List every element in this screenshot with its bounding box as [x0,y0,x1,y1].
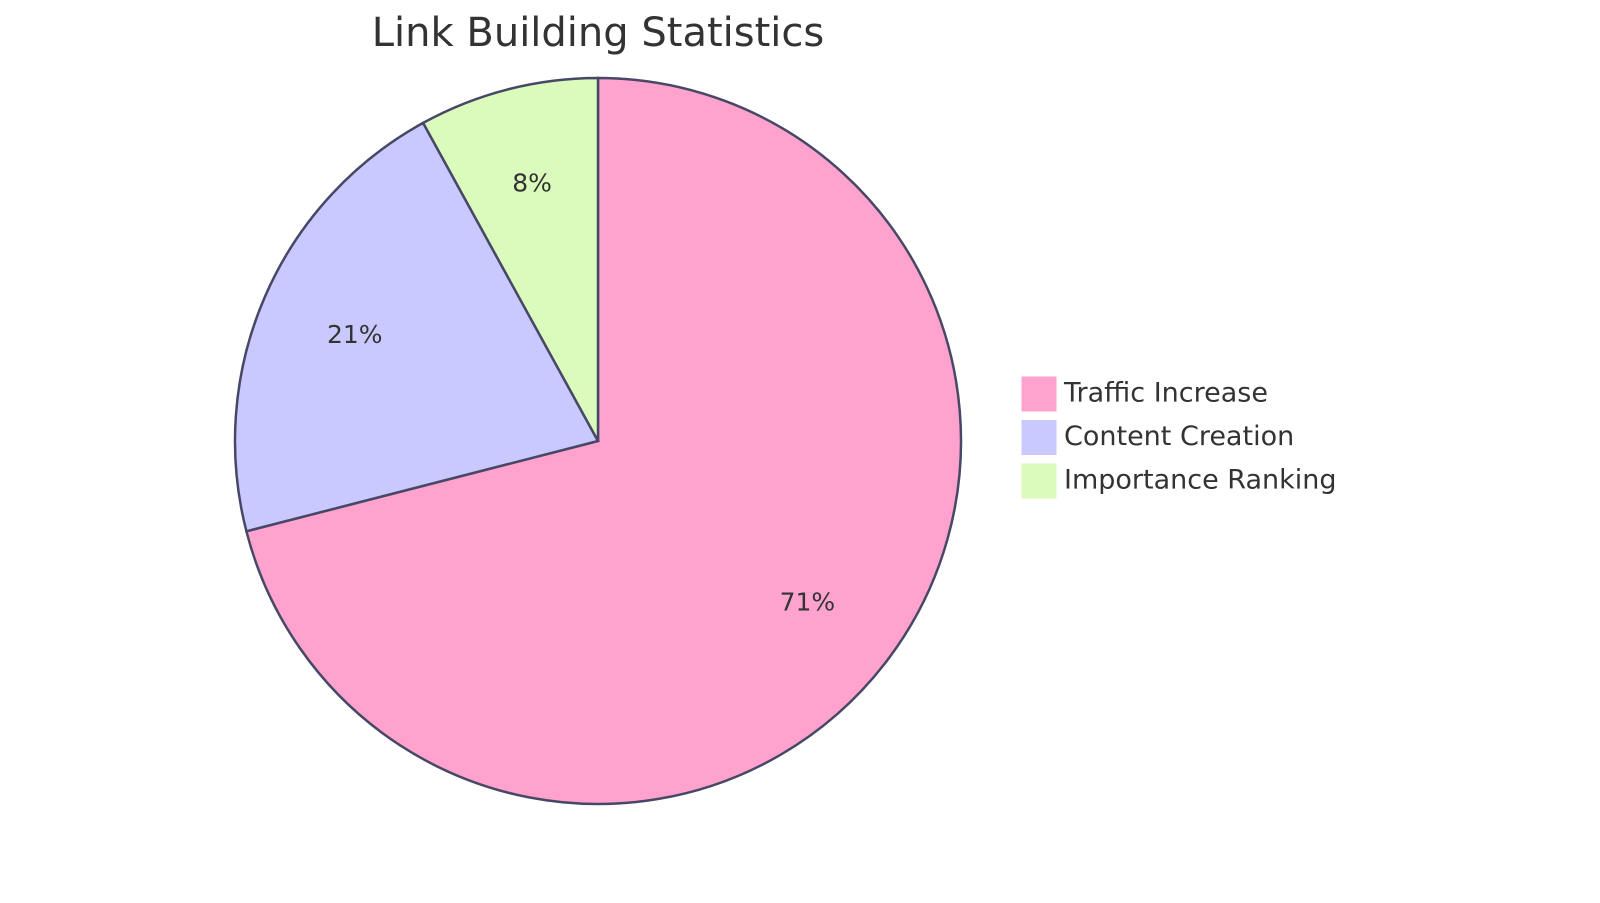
legend-swatch [1020,375,1058,413]
legend-text: Content Creation [1064,421,1294,452]
slice-label: 71% [780,587,836,616]
legend-text: Importance Ranking [1064,465,1337,496]
legend-swatch [1020,462,1058,500]
legend-text: Traffic Increase [1063,378,1268,409]
slice-label: 8% [512,168,552,197]
legend-swatch [1020,419,1058,456]
slice-label: 21% [327,320,383,349]
pie-slice [233,121,600,533]
chart-title: Link Building Statistics [372,10,824,56]
pie-slice [421,76,600,442]
pie-slice [244,76,963,806]
